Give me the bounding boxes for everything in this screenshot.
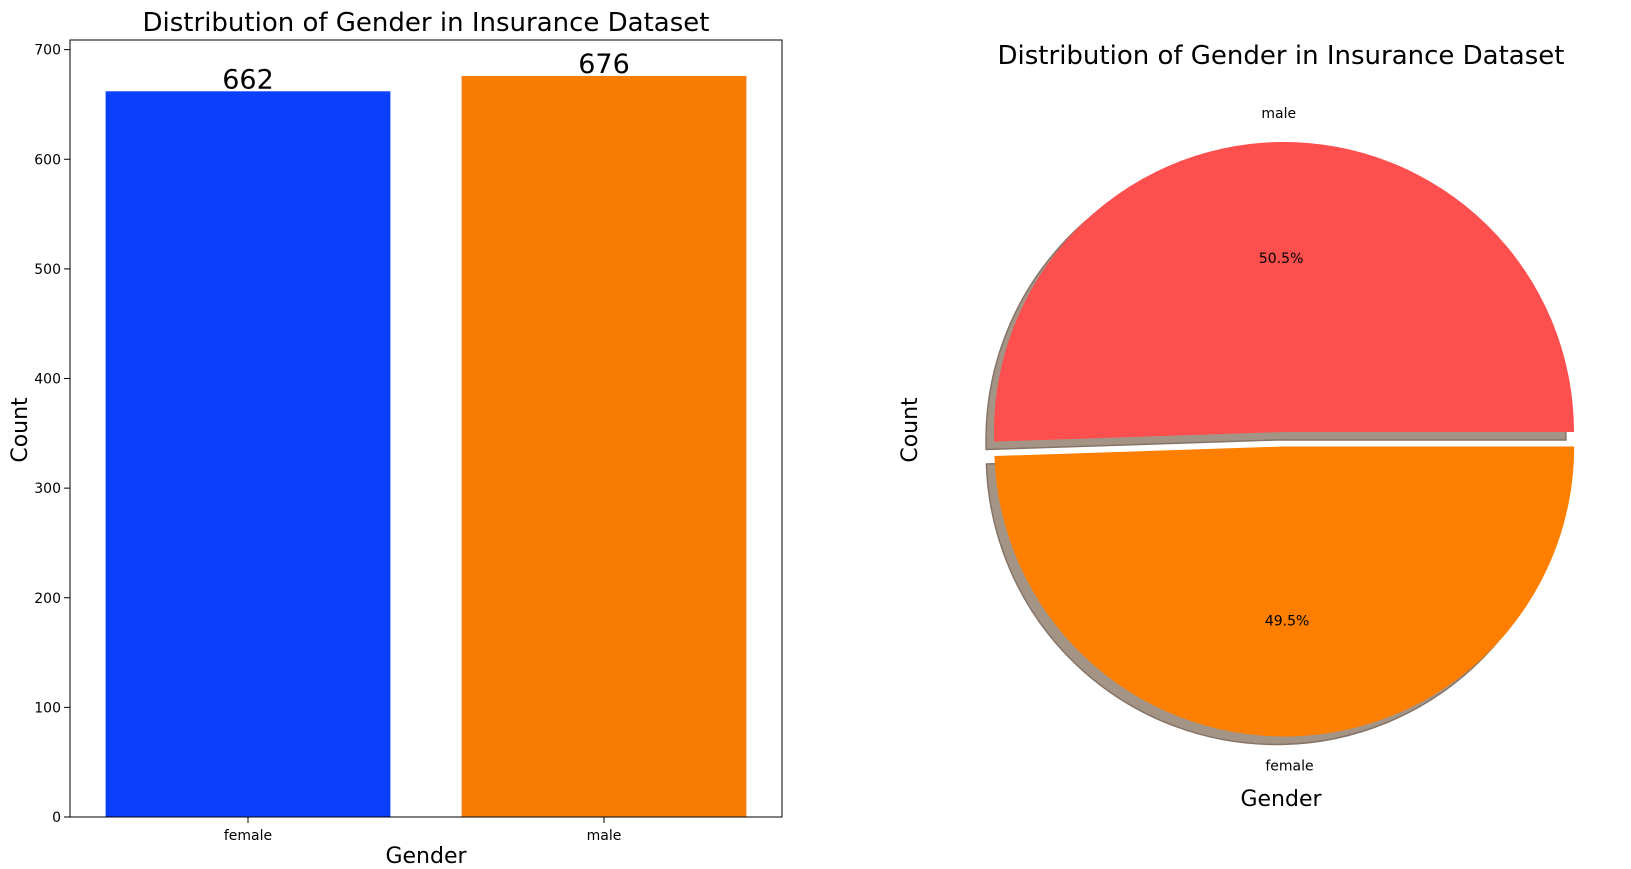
bar-plot-area: 0 100 200 300 400 500 600 700 female 662 male 676 [34, 43, 747, 844]
bar-y-tick-label: 0 [52, 810, 61, 826]
bar-y-tick-label: 300 [34, 481, 61, 497]
pie-percent-label: 49.5% [1265, 613, 1309, 629]
pie-plot-area: male 50.5% female 49.5% [985, 106, 1575, 774]
pie-chart-title: Distribution of Gender in Insurance Data… [998, 41, 1565, 71]
bar-x-tick-label: male [587, 828, 622, 844]
bar-y-tick-label: 700 [34, 43, 61, 59]
bar-chart: Distribution of Gender in Insurance Data… [8, 8, 783, 869]
bar-female [105, 91, 391, 818]
bar-y-tick-label: 600 [34, 152, 61, 168]
bar-chart-title: Distribution of Gender in Insurance Data… [143, 8, 710, 38]
bar-data-label: 662 [222, 64, 274, 95]
pie-label-female: female [1265, 758, 1313, 774]
bar-y-tick-label: 200 [34, 591, 61, 607]
bar-plot-frame [69, 39, 783, 818]
pie-y-axis-label: Count [898, 397, 923, 463]
bar-x-axis-label: Gender [385, 844, 467, 869]
bar-x-tick-label: female [224, 828, 272, 844]
bar-y-tick-label: 100 [34, 700, 61, 716]
bar-y-tick-label: 400 [34, 372, 61, 388]
pie-slice-female [994, 446, 1575, 737]
bar-data-label: 676 [578, 49, 630, 80]
bar-y-tick-label: 500 [34, 262, 61, 278]
bar-y-axis-label: Count [8, 397, 33, 463]
pie-chart: Distribution of Gender in Insurance Data… [898, 41, 1575, 812]
pie-slice-male [993, 141, 1574, 442]
pie-percent-label: 50.5% [1259, 251, 1303, 267]
pie-x-axis-label: Gender [1240, 787, 1322, 812]
bar-male [461, 75, 747, 817]
pie-label-male: male [1261, 106, 1296, 122]
